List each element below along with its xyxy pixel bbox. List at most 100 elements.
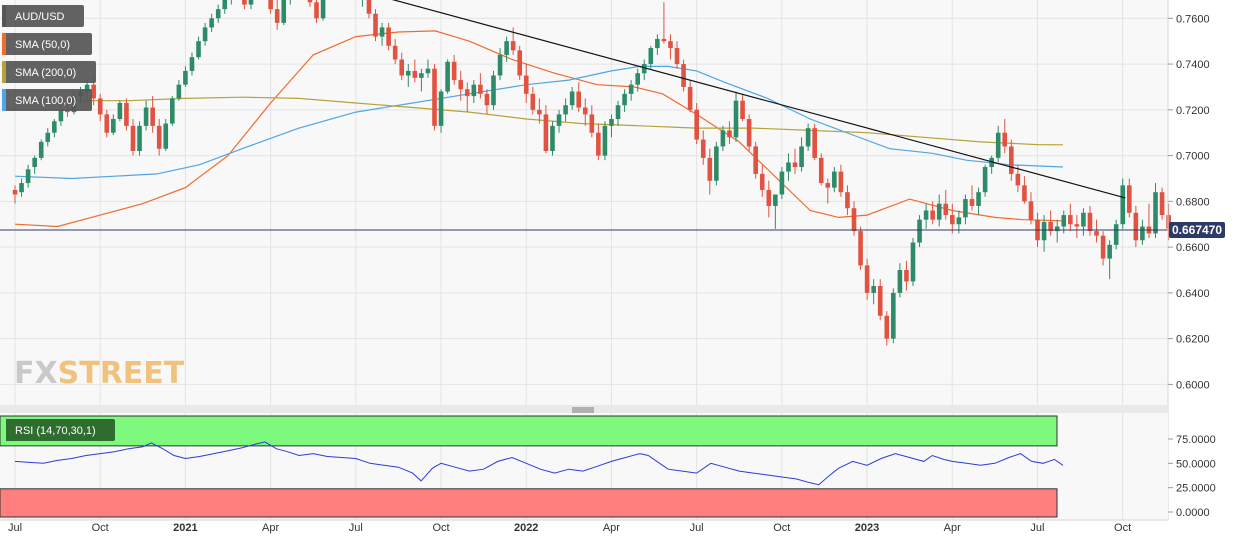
candle xyxy=(45,128,51,147)
candle xyxy=(425,59,431,78)
candle xyxy=(694,102,699,145)
rsi-tick-label: 75.0000 xyxy=(1176,434,1216,446)
candle xyxy=(464,82,470,113)
time-tick-label: Oct xyxy=(1114,522,1131,534)
candle xyxy=(609,114,614,138)
price-axis: 0.7600 0.7400 0.7200 0.7000 0.6800 0.6600 0.64… xyxy=(1168,13,1210,391)
time-tick-label: Jul xyxy=(8,522,22,534)
candle xyxy=(687,80,693,113)
candle xyxy=(943,189,949,220)
rsi-overbought-zone xyxy=(0,415,1058,447)
indicator-legend: AUD/USD SMA (50,0) SMA (200,0) SMA (100,0) xyxy=(2,5,96,111)
legend-item: SMA (200,0) xyxy=(2,61,96,83)
candle xyxy=(137,121,142,156)
candle xyxy=(596,123,601,161)
candle xyxy=(982,164,988,197)
candle xyxy=(753,141,758,179)
candle xyxy=(858,226,863,270)
candle xyxy=(419,68,424,92)
time-tick-label: 2022 xyxy=(514,522,538,534)
candle xyxy=(615,100,621,126)
rsi-tick-label: 50.0000 xyxy=(1176,458,1216,470)
panel-resize-handle[interactable] xyxy=(0,405,1168,413)
candle xyxy=(1054,219,1060,243)
candle xyxy=(792,148,798,174)
candle xyxy=(497,48,503,81)
candle xyxy=(504,36,509,62)
price-tick-label: 0.6000 xyxy=(1176,379,1210,391)
candle xyxy=(1094,219,1099,243)
candle xyxy=(242,0,247,10)
candle xyxy=(930,201,935,225)
price-tick-label: 0.6200 xyxy=(1176,334,1210,346)
candle xyxy=(373,9,378,42)
candle xyxy=(1048,210,1053,236)
candle xyxy=(838,164,844,197)
candle xyxy=(484,89,490,115)
candle xyxy=(1166,203,1171,241)
time-tick-label: Jul xyxy=(349,522,363,534)
candle xyxy=(628,80,634,101)
candle xyxy=(523,64,529,103)
candle xyxy=(307,0,313,7)
candle xyxy=(602,121,608,161)
candle xyxy=(361,0,363,7)
candle xyxy=(825,178,831,204)
candle xyxy=(779,167,785,200)
time-tick-label: 2021 xyxy=(173,522,197,534)
candle xyxy=(248,0,254,10)
candle xyxy=(1028,192,1034,225)
candle xyxy=(622,89,627,113)
legend-label: AUD/USD xyxy=(15,11,65,23)
resize-grip-icon[interactable] xyxy=(572,407,594,413)
candle xyxy=(215,4,221,23)
main-plot-area[interactable] xyxy=(0,0,1168,405)
candle xyxy=(1009,139,1014,181)
candle xyxy=(281,0,287,26)
candle xyxy=(537,98,542,124)
candle xyxy=(582,98,588,126)
candle xyxy=(766,180,772,218)
candle xyxy=(458,70,464,101)
candle xyxy=(589,105,595,138)
candle xyxy=(399,52,405,81)
sma-line xyxy=(14,65,1064,180)
candle xyxy=(189,52,195,76)
time-axis: Jul Oct 2021 Apr Jul Oct 2022 Apr Jul Oct 2023 Apr J… xyxy=(8,522,1131,534)
candle xyxy=(569,86,575,110)
candle xyxy=(1074,215,1080,238)
candle xyxy=(884,311,890,346)
candle xyxy=(176,80,182,101)
candle xyxy=(773,194,778,229)
price-tick-label: 0.6800 xyxy=(1176,196,1210,208)
rsi-line xyxy=(14,441,1064,486)
fxstreet-watermark: FXSTREET xyxy=(14,356,185,391)
candle xyxy=(1113,219,1119,250)
time-tick-label: Oct xyxy=(92,522,109,534)
candle xyxy=(950,203,955,234)
candle xyxy=(641,59,647,81)
candle xyxy=(12,185,18,204)
candle xyxy=(864,258,870,300)
candle xyxy=(648,45,654,69)
rsi-legend-tag: RSI (14,70,30,1) xyxy=(2,419,115,441)
candle xyxy=(897,263,903,298)
candle xyxy=(1120,178,1126,229)
candle xyxy=(143,100,149,131)
legend-item: SMA (50,0) xyxy=(2,33,92,55)
candle xyxy=(32,155,37,174)
rsi-tick-label: 25.0000 xyxy=(1176,483,1216,495)
legend-item: SMA (100,0) xyxy=(2,89,92,111)
candle xyxy=(1100,231,1106,266)
candle xyxy=(268,0,273,14)
candle xyxy=(871,279,876,305)
watermark-part2: STREET xyxy=(58,356,185,391)
candle xyxy=(556,109,562,133)
candle xyxy=(19,178,24,197)
candle xyxy=(655,34,660,55)
candle xyxy=(432,64,437,131)
candle xyxy=(812,123,817,161)
candle xyxy=(904,260,909,291)
candle xyxy=(156,118,162,156)
